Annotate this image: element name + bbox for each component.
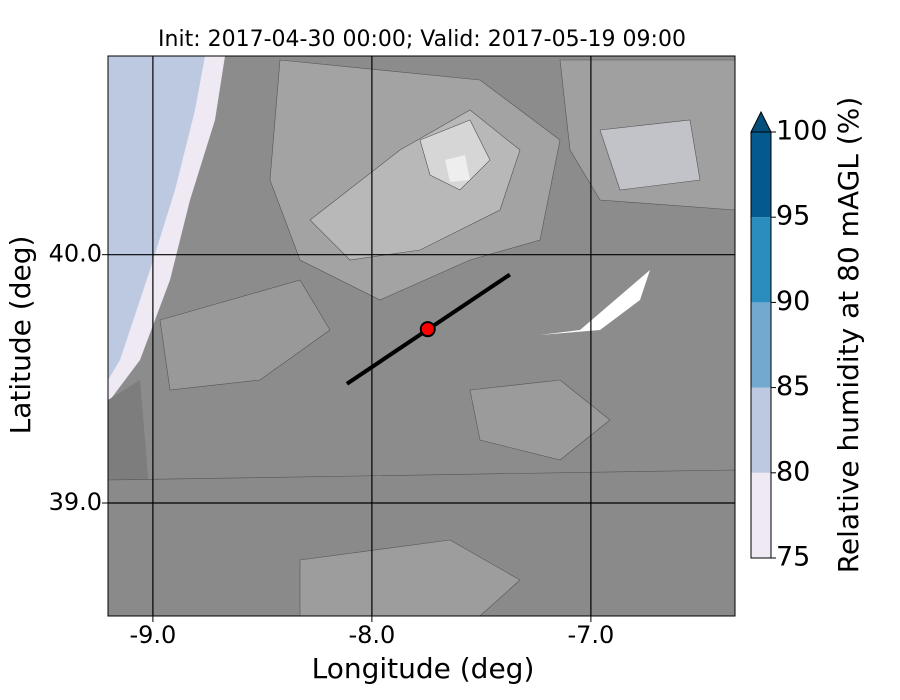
colorbar-segment [751, 387, 771, 473]
x-tick-label: -9.0 [129, 621, 176, 649]
colorbar-extend [750, 110, 772, 133]
colorbar-tick-label: 100 [776, 116, 828, 147]
colorbar-segment [751, 302, 771, 388]
colorbar-segment [751, 472, 771, 558]
x-axis-label: Longitude (deg) [312, 652, 535, 685]
terrain [108, 56, 735, 616]
colorbar-tick-label: 90 [776, 286, 810, 317]
site-marker [419, 321, 436, 338]
map-title: Init: 2017-04-30 00:00; Valid: 2017-05-1… [158, 27, 686, 52]
colorbar-segment [751, 132, 771, 218]
x-tick-label: -7.0 [567, 621, 614, 649]
x-tick-label: -8.0 [348, 621, 395, 649]
colorbar-tick-label: 85 [776, 371, 810, 402]
y-tick-label: 40.0 [49, 240, 102, 268]
colorbar-tick-label: 75 [776, 542, 810, 573]
colorbar-frame [750, 131, 772, 559]
colorbar-tick-label: 80 [776, 456, 810, 487]
y-tick-label: 39.0 [49, 488, 102, 516]
y-axis-label: Latitude (deg) [4, 236, 37, 435]
map-frame [107, 55, 736, 617]
colorbar-segment [751, 217, 771, 303]
colorbar-tick-label: 95 [776, 201, 810, 232]
colorbar-label: Relative humidity at 80 mAGL (%) [832, 97, 865, 574]
